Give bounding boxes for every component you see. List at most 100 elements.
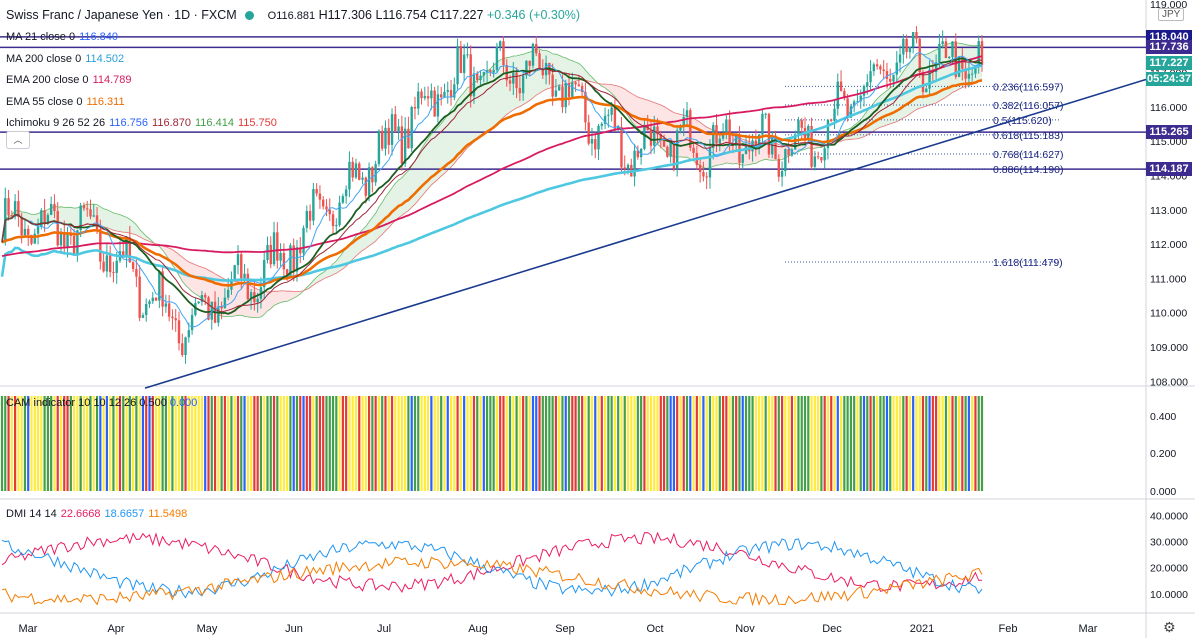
candle-body[interactable] [164, 303, 168, 307]
candle-body[interactable] [656, 126, 659, 135]
candle-body[interactable] [217, 306, 220, 323]
candle-body[interactable] [633, 150, 636, 177]
candle-body[interactable] [318, 193, 322, 200]
candle-body[interactable] [190, 314, 194, 331]
ichimoku-base-line[interactable] [1, 59, 983, 313]
symbol-title[interactable]: Swiss Franc / Japanese Yen · 1D · FXCM [6, 8, 237, 22]
candle-body[interactable] [934, 62, 938, 72]
candle-body[interactable] [27, 228, 30, 235]
candle-body[interactable] [521, 75, 525, 94]
candle-body[interactable] [974, 67, 977, 74]
candle-body[interactable] [757, 134, 761, 146]
candle-body[interactable] [810, 126, 813, 167]
candle-body[interactable] [204, 295, 207, 298]
ichimoku-conversion-line[interactable] [1, 51, 983, 328]
candle-body[interactable] [263, 259, 266, 288]
candle-body[interactable] [390, 114, 394, 145]
candle-body[interactable] [852, 101, 856, 107]
candle-body[interactable] [56, 211, 59, 246]
candle-body[interactable] [33, 233, 36, 244]
candle-body[interactable] [233, 265, 236, 280]
candle-body[interactable] [302, 227, 305, 254]
candle-body[interactable] [512, 72, 515, 84]
candle-body[interactable] [249, 292, 253, 300]
candle-body[interactable] [659, 134, 662, 141]
candle-body[interactable] [869, 71, 872, 83]
ma-200-line[interactable] [0, 63, 983, 282]
candle-body[interactable] [626, 164, 630, 169]
price-badge[interactable]: 117.227 [1146, 55, 1192, 70]
candle-body[interactable] [712, 125, 715, 148]
candle-body[interactable] [181, 343, 184, 356]
candle-body[interactable] [908, 47, 912, 53]
candle-body[interactable] [921, 71, 925, 93]
candle-body[interactable] [272, 232, 276, 265]
candle-body[interactable] [69, 234, 73, 236]
candle-body[interactable] [751, 140, 754, 152]
candle-body[interactable] [299, 247, 302, 254]
candle-body[interactable] [725, 119, 728, 134]
candle-body[interactable] [151, 297, 154, 302]
candle-body[interactable] [587, 122, 590, 144]
candle-body[interactable] [800, 120, 803, 128]
candle-body[interactable] [557, 86, 561, 91]
candle-body[interactable] [718, 138, 721, 144]
candle-body[interactable] [833, 108, 836, 121]
candle-body[interactable] [413, 107, 417, 109]
candle-body[interactable] [554, 90, 558, 97]
candle-body[interactable] [453, 84, 456, 98]
candle-body[interactable] [859, 95, 862, 102]
ma-21-line[interactable] [1, 57, 983, 315]
candle-body[interactable] [875, 64, 879, 67]
candle-body[interactable] [161, 271, 164, 307]
indicator-legend[interactable]: MA 200 close 0 114.502 [6, 53, 124, 66]
candle-body[interactable] [108, 255, 112, 273]
candle-body[interactable] [423, 96, 427, 99]
collapse-legend-button[interactable]: ︿ [6, 131, 30, 149]
candle-body[interactable] [708, 147, 712, 178]
candle-body[interactable] [122, 251, 125, 257]
candle-body[interactable] [728, 119, 731, 144]
candle-body[interactable] [515, 72, 518, 89]
candle-body[interactable] [721, 133, 725, 139]
candle-body[interactable] [502, 41, 505, 66]
candle-body[interactable] [816, 156, 820, 158]
candle-body[interactable] [325, 206, 328, 210]
candle-body[interactable] [364, 177, 368, 196]
price-badge[interactable]: 115.265 [1146, 125, 1192, 140]
candle-body[interactable] [862, 86, 866, 96]
candle-body[interactable] [813, 156, 817, 167]
candle-body[interactable] [66, 234, 69, 249]
candle-body[interactable] [610, 107, 613, 115]
candle-body[interactable] [282, 252, 286, 270]
candle-body[interactable] [682, 116, 685, 128]
candle-body[interactable] [531, 43, 535, 66]
candle-body[interactable] [892, 74, 895, 82]
candle-body[interactable] [911, 32, 915, 48]
candle-body[interactable] [541, 68, 545, 76]
candle-body[interactable] [394, 114, 397, 132]
candle-body[interactable] [895, 62, 898, 75]
candle-body[interactable] [125, 237, 128, 257]
candle-body[interactable] [653, 126, 656, 146]
candle-body[interactable] [49, 203, 53, 215]
candle-body[interactable] [518, 88, 522, 94]
ichimoku-span-a[interactable] [1, 41, 983, 318]
candle-body[interactable] [764, 113, 767, 115]
candle-body[interactable] [115, 260, 118, 273]
candle-body[interactable] [10, 215, 14, 217]
candle-body[interactable] [918, 38, 921, 72]
candle-body[interactable] [925, 88, 928, 93]
candle-body[interactable] [89, 209, 92, 217]
candle-body[interactable] [236, 254, 240, 266]
candle-body[interactable] [761, 113, 764, 135]
candle-body[interactable] [577, 84, 581, 86]
candle-body[interactable] [240, 254, 243, 279]
candle-body[interactable] [292, 245, 295, 272]
candle-body[interactable] [485, 70, 489, 73]
dmi-minus-line[interactable] [1, 538, 983, 599]
candle-body[interactable] [574, 82, 577, 85]
candle-body[interactable] [446, 90, 449, 92]
candle-body[interactable] [92, 215, 95, 217]
candle-body[interactable] [620, 126, 623, 168]
